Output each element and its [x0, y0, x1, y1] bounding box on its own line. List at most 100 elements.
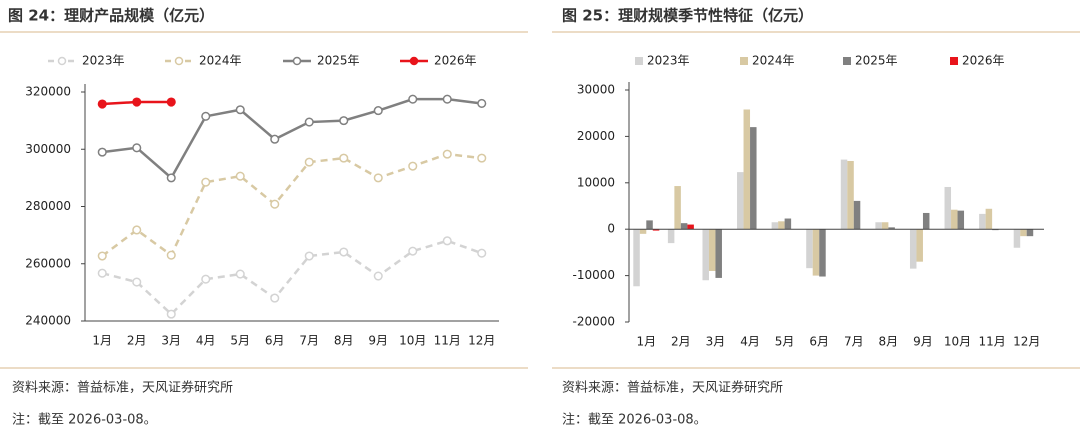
bar — [1013, 229, 1021, 248]
note: 注：截至 2026-03-08。 — [12, 413, 157, 428]
point — [408, 94, 418, 104]
bar — [875, 222, 882, 230]
x-tick-label: 2月 — [127, 334, 147, 348]
point — [339, 153, 349, 163]
legend-label: 2026年 — [962, 54, 1005, 68]
legend-marker — [174, 56, 184, 66]
bar — [771, 222, 779, 230]
x-tick-label: 7月 — [844, 335, 864, 349]
point — [477, 248, 487, 258]
legend-swatch — [843, 57, 851, 65]
bar — [951, 209, 958, 230]
bar — [853, 200, 861, 230]
point — [304, 157, 314, 167]
series-line — [101, 152, 482, 258]
point — [373, 173, 383, 183]
y-tick-label: 20000 — [577, 129, 615, 143]
bar — [957, 210, 965, 230]
legend-label: 2024年 — [199, 54, 242, 68]
point — [477, 153, 487, 163]
point — [408, 246, 418, 256]
series-line — [101, 239, 483, 316]
point — [97, 99, 107, 109]
y-tick-label: 320000 — [25, 85, 71, 99]
legend-label: 2023年 — [647, 54, 690, 68]
x-tick-label: 9月 — [368, 334, 388, 348]
point — [132, 97, 142, 107]
legend-marker — [409, 56, 419, 66]
bar — [806, 229, 813, 269]
bar — [812, 229, 820, 276]
bar — [847, 160, 854, 230]
point — [442, 149, 452, 159]
legend-label: 2023年 — [82, 54, 125, 68]
bar — [909, 229, 917, 269]
point — [339, 116, 349, 126]
bar — [979, 213, 986, 230]
y-tick-label: 260000 — [25, 256, 71, 270]
bar — [840, 159, 848, 230]
x-tick-label: 8月 — [334, 334, 354, 348]
bar — [784, 218, 792, 230]
point — [166, 250, 176, 260]
point — [97, 147, 107, 157]
bar — [750, 127, 757, 230]
point — [270, 199, 280, 209]
bar — [881, 222, 889, 230]
legend-swatch — [740, 57, 748, 65]
bar — [1026, 229, 1034, 237]
bar — [922, 212, 930, 230]
y-tick-label: 240000 — [25, 314, 71, 328]
y-tick-label: 280000 — [25, 199, 71, 213]
point — [235, 171, 245, 181]
series-line — [102, 97, 482, 180]
point — [442, 94, 452, 104]
point — [304, 117, 314, 127]
y-tick-label: -20000 — [572, 315, 615, 329]
x-tick-label: 8月 — [879, 335, 899, 349]
x-tick-label: 11月 — [978, 335, 1005, 349]
y-tick-label: 300000 — [25, 142, 71, 156]
point — [132, 225, 142, 235]
bar — [646, 220, 653, 230]
point — [201, 177, 211, 187]
point — [97, 251, 107, 261]
bar — [633, 229, 640, 287]
bar — [667, 229, 675, 244]
x-tick-label: 3月 — [161, 334, 181, 348]
legend-label: 2025年 — [317, 54, 360, 68]
point — [373, 106, 383, 116]
bar — [639, 229, 647, 234]
y-tick-label: 10000 — [577, 175, 615, 189]
legend-label: 2024年 — [752, 54, 795, 68]
point — [339, 247, 349, 257]
y-tick-label: -10000 — [572, 268, 615, 282]
x-tick-label: 10月 — [399, 334, 426, 348]
legend-label: 2025年 — [855, 54, 898, 68]
chart-title: 图 24：理财产品规模（亿元） — [8, 7, 214, 25]
y-tick-label: 0 — [607, 222, 615, 236]
point — [477, 98, 487, 108]
legend-swatch — [635, 57, 643, 65]
legend-label: 2026年 — [434, 54, 477, 68]
x-tick-label: 4月 — [740, 335, 760, 349]
x-tick-label: 6月 — [809, 335, 829, 349]
point — [166, 97, 176, 107]
bar — [737, 172, 744, 230]
bar — [687, 224, 694, 230]
legend-marker — [57, 56, 67, 66]
bar — [944, 186, 952, 230]
bar — [985, 208, 993, 230]
x-tick-label: 11月 — [434, 334, 461, 348]
x-tick-label: 1月 — [92, 334, 112, 348]
x-tick-label: 1月 — [636, 335, 656, 349]
point — [97, 268, 107, 278]
x-tick-label: 12月 — [1013, 335, 1040, 349]
x-tick-label: 6月 — [265, 334, 285, 348]
point — [442, 236, 452, 246]
x-tick-label: 5月 — [230, 334, 250, 348]
bar — [778, 221, 785, 230]
legend-marker — [292, 56, 302, 66]
bar — [743, 109, 751, 230]
